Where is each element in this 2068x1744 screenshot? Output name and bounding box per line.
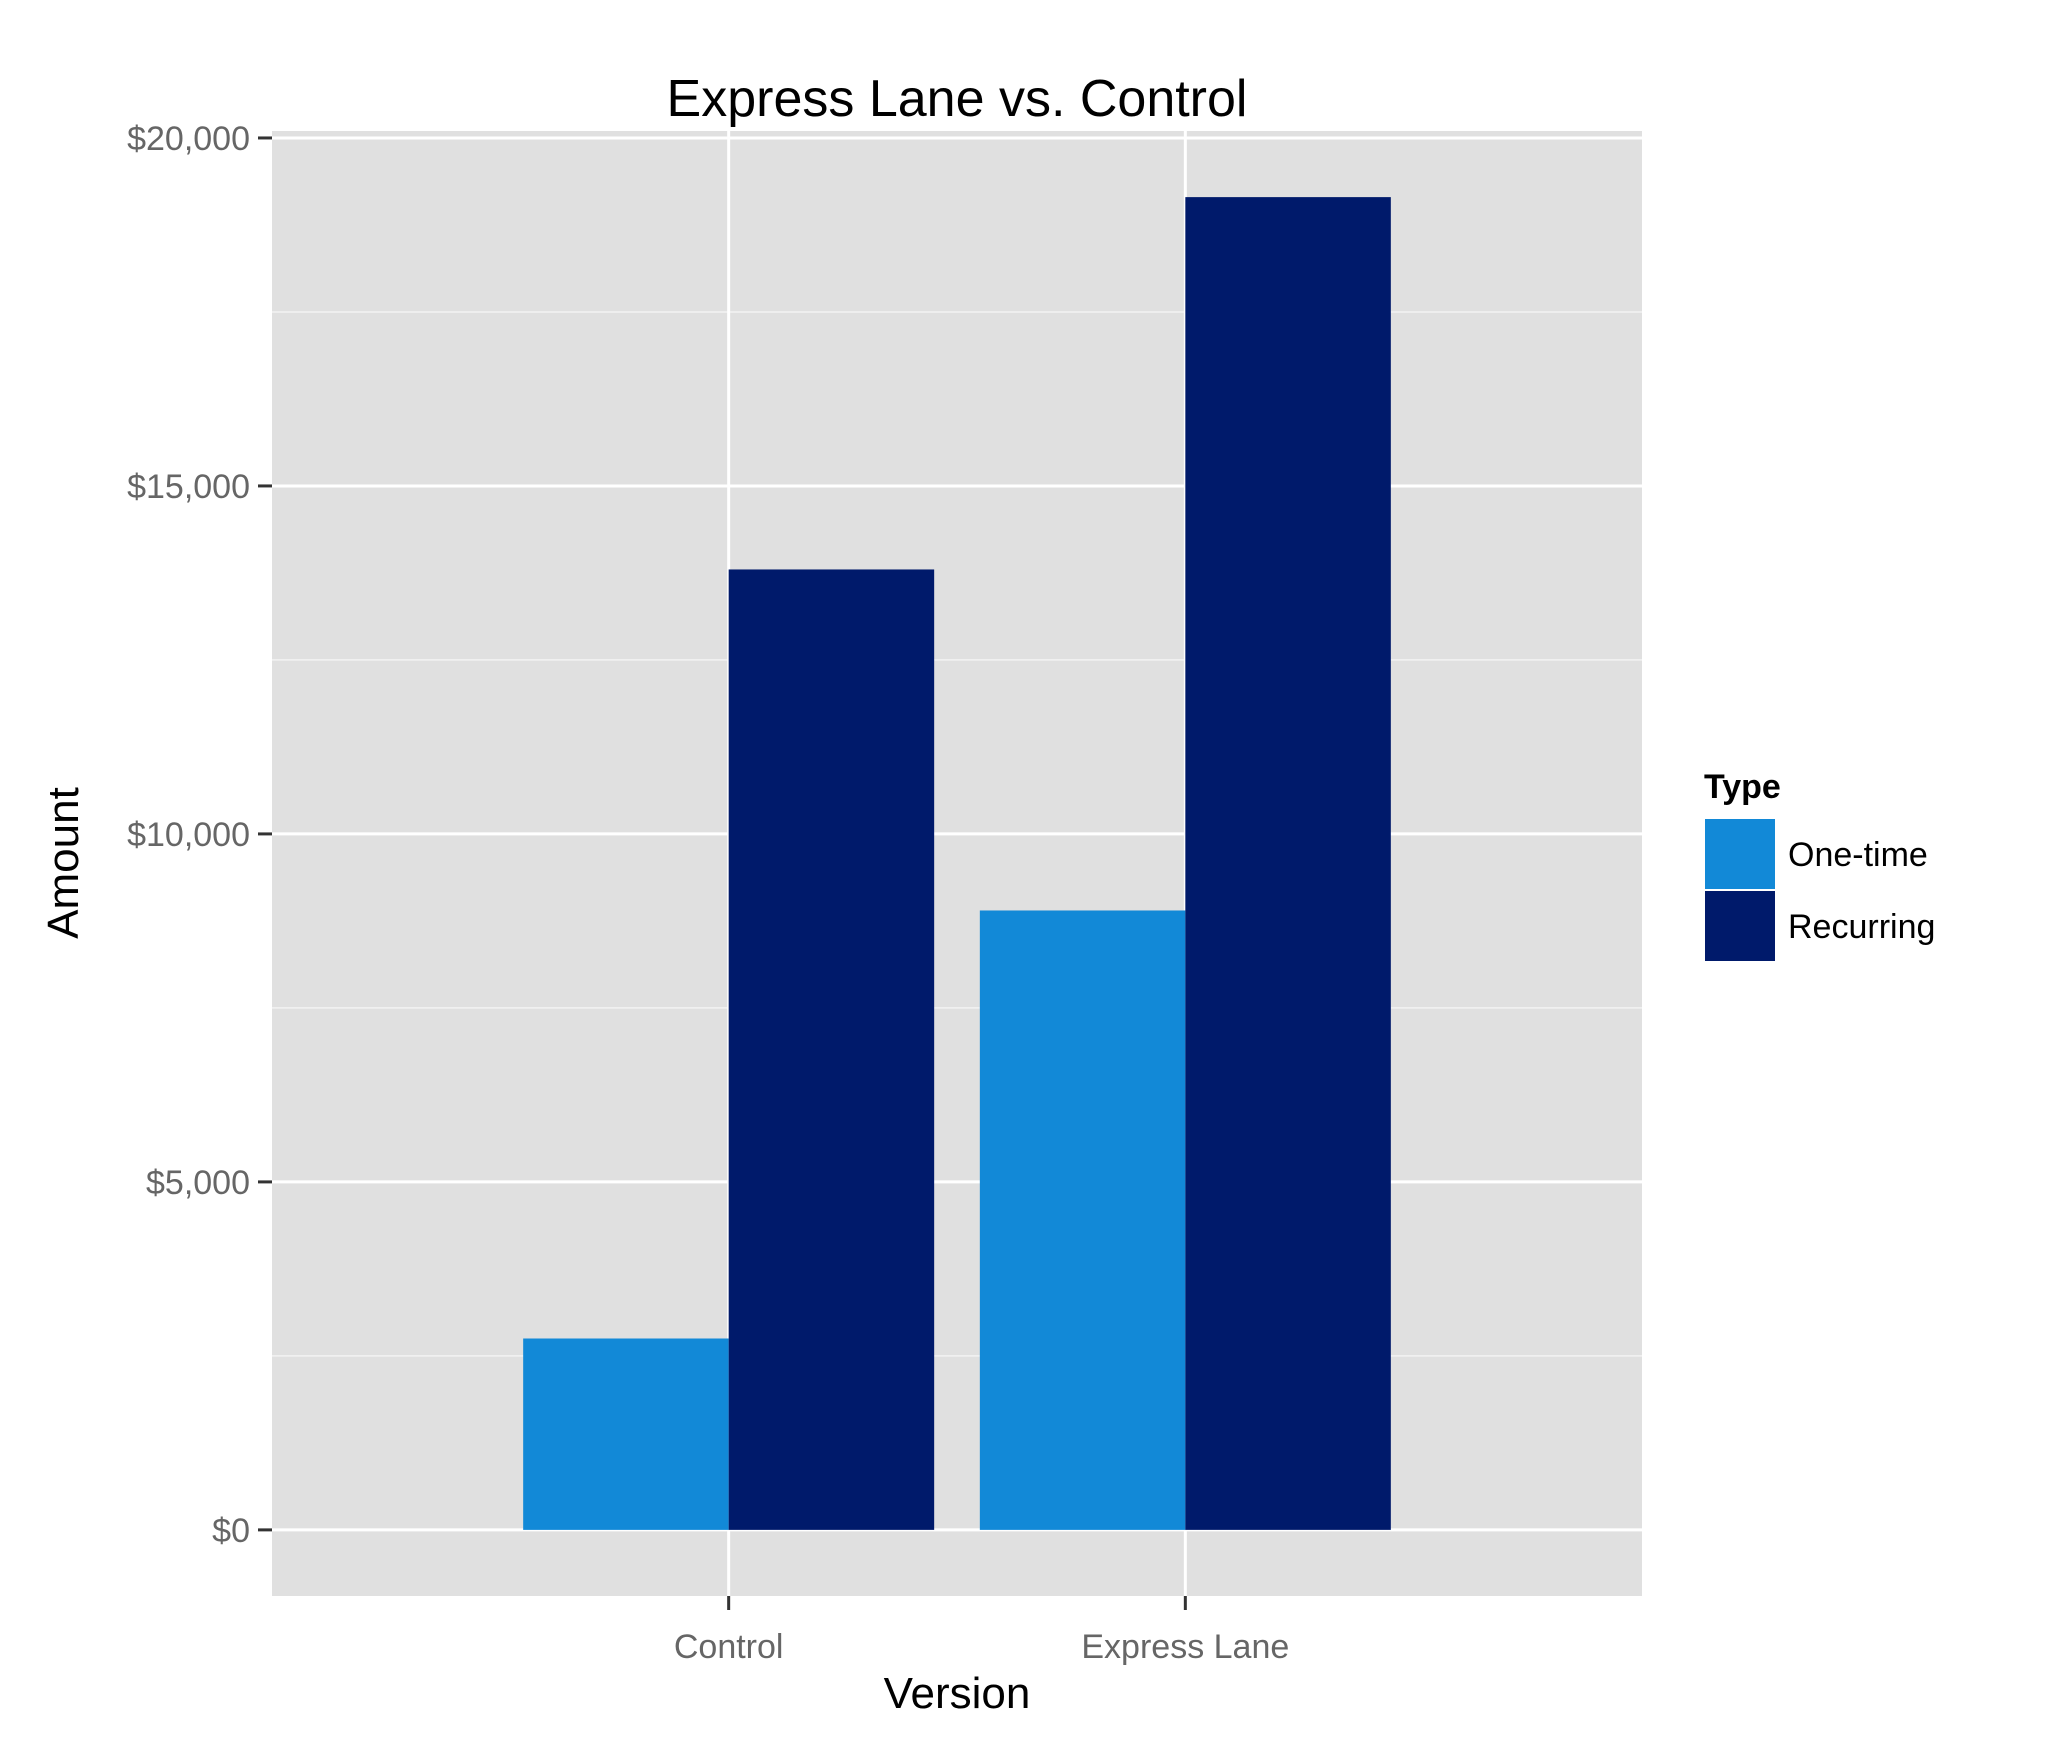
legend-title: Type xyxy=(1704,768,1781,806)
bars xyxy=(523,197,1391,1530)
x-tick-label: Express Lane xyxy=(1081,1628,1289,1666)
bar-recurring-control xyxy=(728,569,935,1530)
x-axis: Control Express Lane xyxy=(674,1596,1289,1666)
y-tick-label: $15,000 xyxy=(127,468,250,506)
y-tick-label: $0 xyxy=(212,1512,250,1550)
chart-title: Express Lane vs. Control xyxy=(667,70,1248,128)
legend: Type One-time Recurring xyxy=(1703,768,1935,963)
y-tick-label: $5,000 xyxy=(146,1164,250,1202)
y-axis: $0 $5,000 $10,000 $15,000 $20,000 xyxy=(127,120,272,1550)
plot-panel xyxy=(272,131,1642,1596)
bar-recurring-express-lane xyxy=(1185,197,1391,1530)
legend-label: Recurring xyxy=(1788,908,1935,946)
legend-label: One-time xyxy=(1788,836,1928,874)
minor-gridlines xyxy=(272,311,1642,1357)
x-tick-label: Control xyxy=(674,1628,784,1666)
y-tick-label: $20,000 xyxy=(127,120,250,158)
bar-one-time-control xyxy=(523,1338,729,1530)
bar-one-time-express-lane xyxy=(979,910,1186,1530)
x-axis-title: Version xyxy=(884,1669,1031,1718)
legend-key xyxy=(1703,889,1777,963)
legend-key xyxy=(1703,817,1777,891)
y-tick-label: $10,000 xyxy=(127,816,250,854)
y-axis-title: Amount xyxy=(39,787,88,939)
